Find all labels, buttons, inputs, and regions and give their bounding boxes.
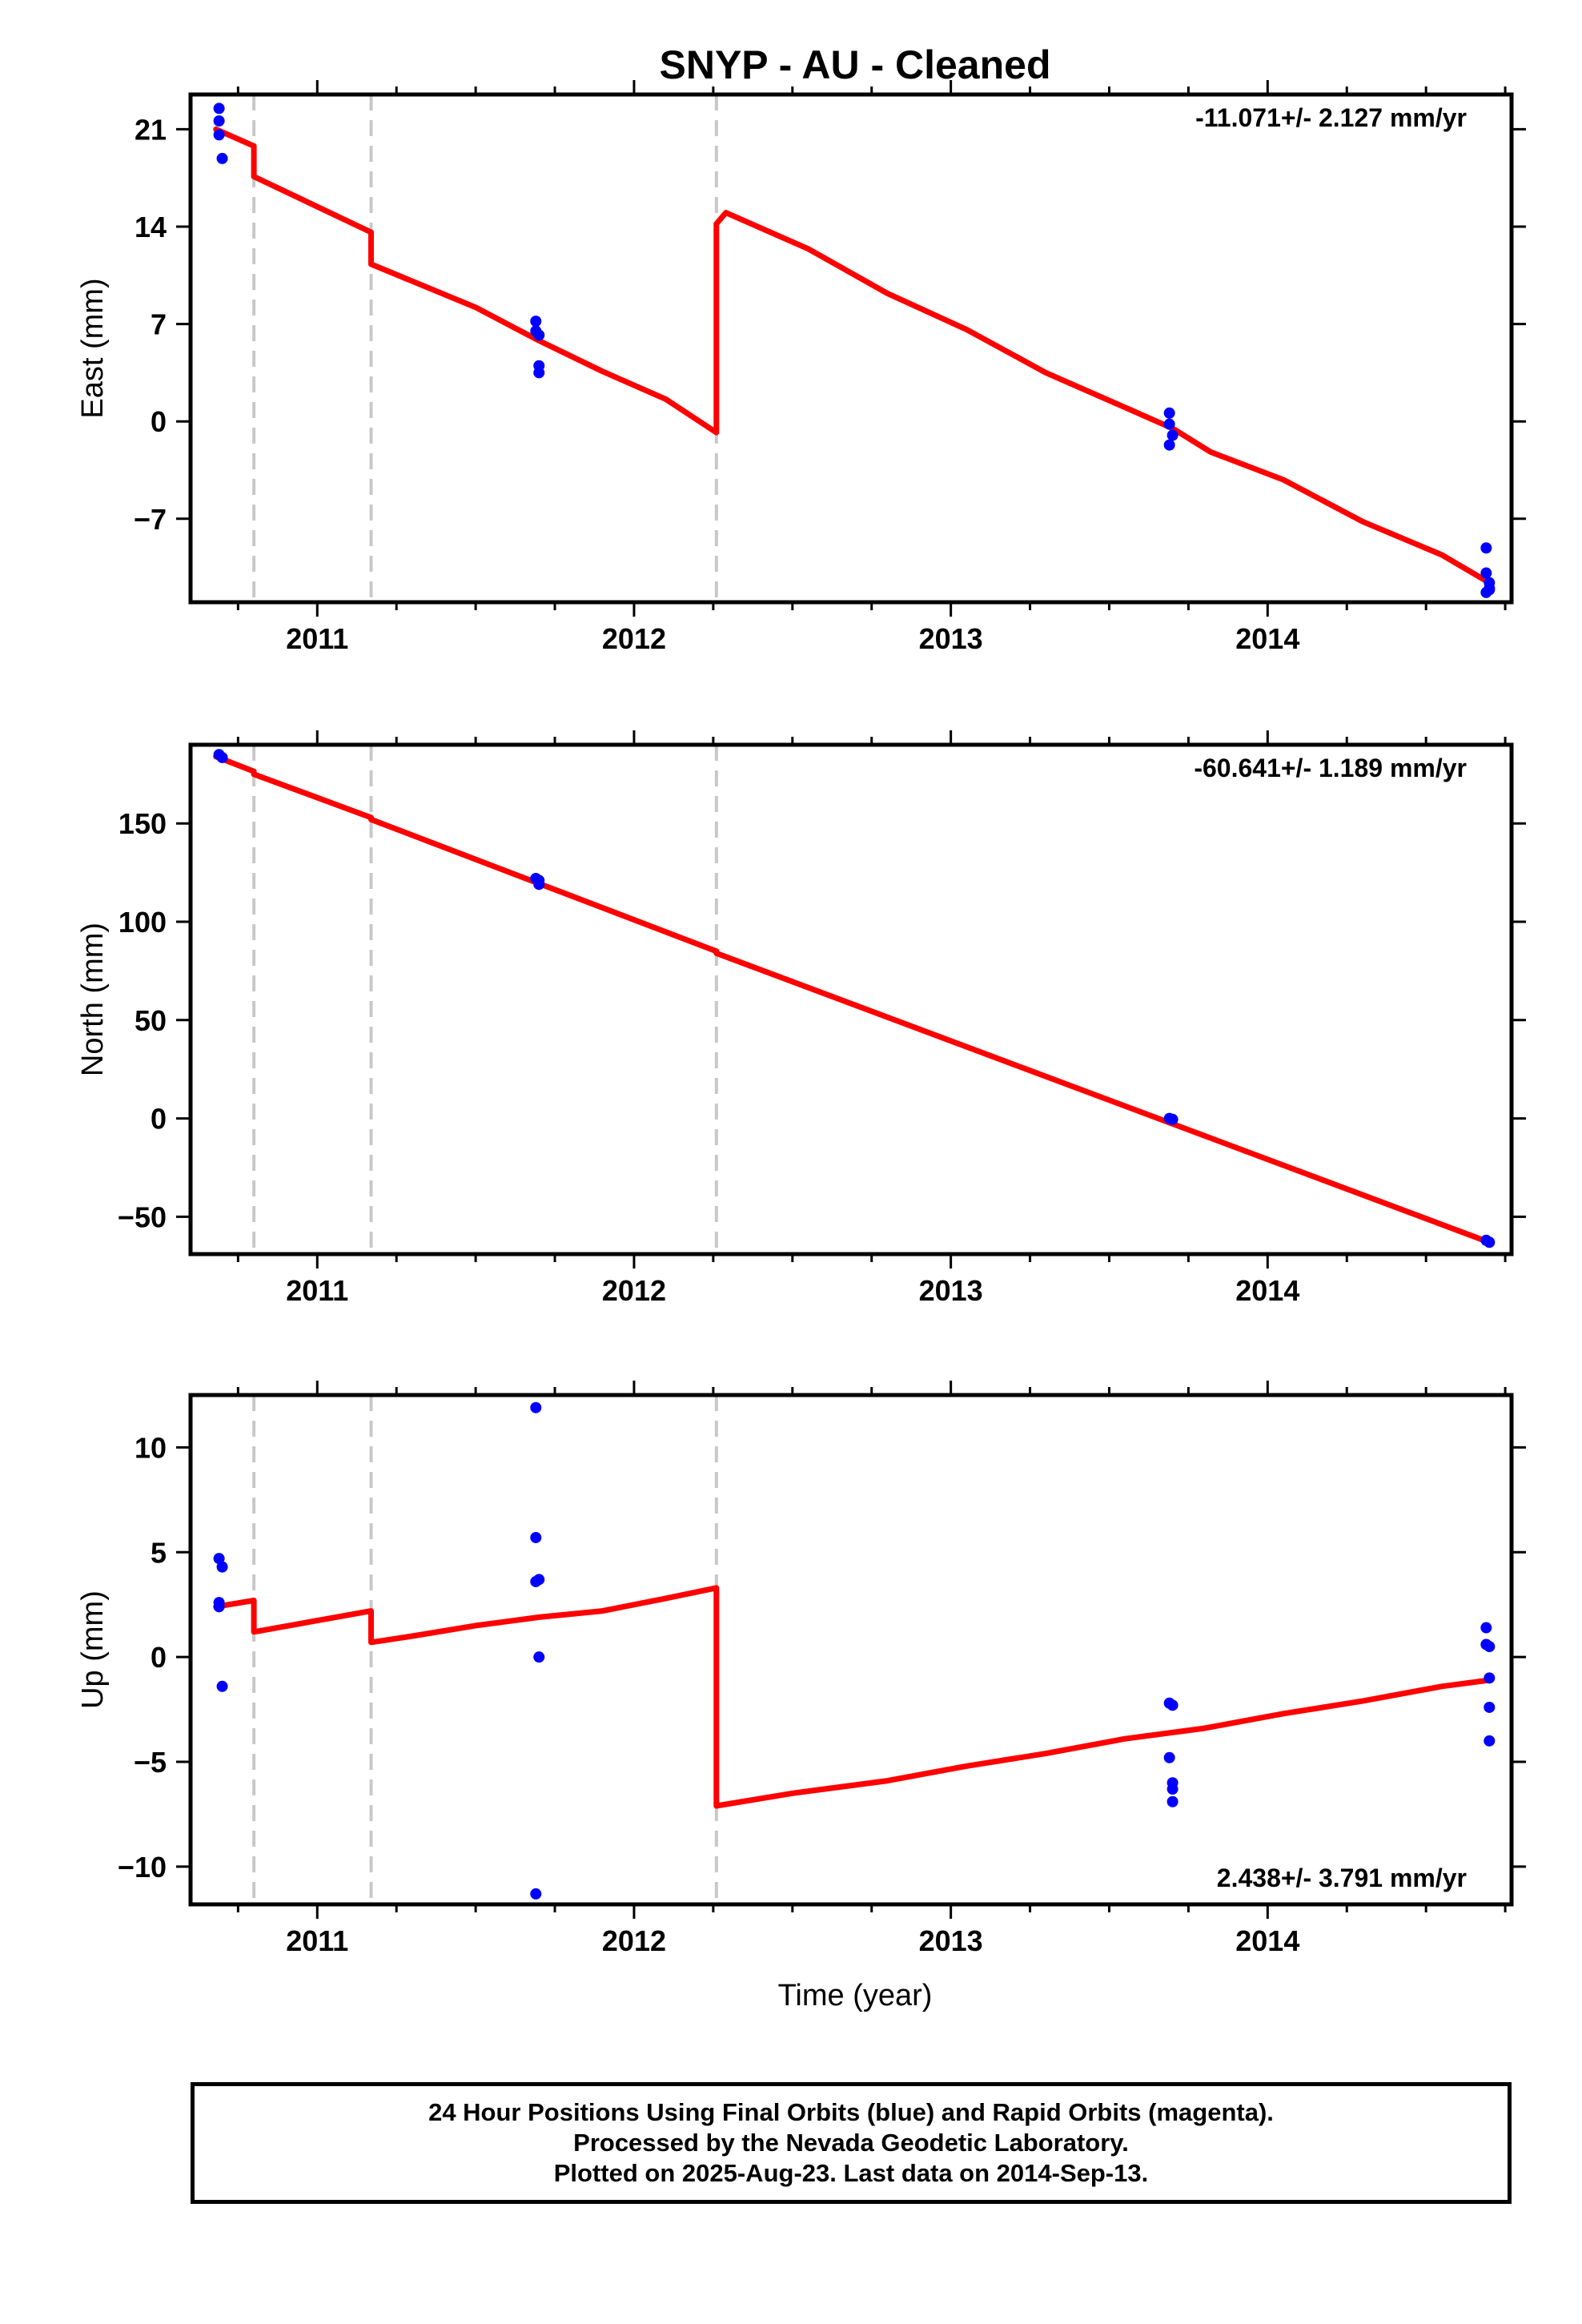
up-data-point <box>1484 1672 1496 1684</box>
processing-info-box: 24 Hour Positions Using Final Orbits (bl… <box>191 2082 1512 2204</box>
up-data-point <box>530 1575 542 1587</box>
up-data-point <box>1163 1751 1175 1763</box>
north-x-tick-label: 2014 <box>1235 1274 1299 1307</box>
up-panel: 2011 2012 2013 2014 10 5 0 −5 −10 Up (mm) 2.438+/-… <box>76 1381 1526 1957</box>
east-data-point <box>533 329 545 341</box>
up-x-tick-label: 2011 <box>286 1924 348 1957</box>
footer-plot-dates: Plotted on 2025-Aug-23. Last data on 201… <box>553 2159 1149 2187</box>
up-y-axis-title: Up (mm) <box>76 1590 110 1709</box>
up-x-tick-label: 2013 <box>919 1924 983 1957</box>
footer-orbits-note: 24 Hour Positions Using Final Orbits (bl… <box>428 2098 1274 2126</box>
east-model-line <box>213 126 1492 586</box>
up-data-point <box>533 1651 545 1663</box>
east-y-tick-label: 0 <box>151 405 167 438</box>
up-x-tick-label: 2012 <box>602 1924 666 1957</box>
north-panel: 2011 2012 2013 2014 150 100 50 0 −50 North (mm) -6… <box>76 730 1526 1307</box>
north-rate-label: -60.641+/- 1.189 mm/yr <box>1194 754 1467 782</box>
east-data-point <box>1480 542 1492 554</box>
up-y-tick-label: 5 <box>151 1536 167 1569</box>
up-data-point <box>530 1888 542 1900</box>
up-data-point <box>1480 1622 1492 1634</box>
north-x-tick-label: 2013 <box>919 1274 983 1307</box>
east-y-tick-label: 14 <box>135 211 167 243</box>
north-x-tick-label: 2012 <box>602 1274 666 1307</box>
north-model-line <box>213 754 1492 1245</box>
north-data-point <box>1166 1113 1178 1125</box>
east-data-point <box>533 367 545 379</box>
up-data-point <box>1166 1699 1178 1711</box>
east-data-point <box>1484 584 1496 596</box>
east-x-tick-label: 2014 <box>1235 622 1299 655</box>
north-y-tick-label: 0 <box>151 1103 167 1136</box>
up-data-point <box>1166 1795 1178 1807</box>
up-data-point <box>1166 1783 1178 1795</box>
up-data-point <box>530 1401 542 1413</box>
east-data-point <box>216 152 228 164</box>
east-data-point <box>213 129 225 141</box>
chart-title: SNYP - AU - Cleaned <box>660 42 1051 87</box>
up-y-tick-label: 0 <box>151 1641 167 1674</box>
east-panel: 2011 2012 2013 2014 21 14 7 0 −7 East (mm) -11.071… <box>76 80 1526 655</box>
up-x-tick-label: 2014 <box>1235 1924 1299 1957</box>
north-data-point <box>1484 1236 1496 1248</box>
up-data-point <box>1484 1735 1496 1747</box>
up-data-point <box>530 1531 542 1543</box>
east-data-point <box>1166 429 1178 441</box>
east-data-point <box>1163 439 1175 451</box>
footer-processed-by: Processed by the Nevada Geodetic Laborat… <box>573 2129 1129 2157</box>
north-y-tick-label: 50 <box>135 1004 167 1037</box>
east-data-point <box>213 103 225 115</box>
east-data-point <box>530 316 542 328</box>
north-y-tick-label: 100 <box>118 906 167 939</box>
north-plot-frame <box>188 742 1514 1256</box>
up-y-tick-label: 10 <box>135 1431 167 1464</box>
north-y-tick-label: −50 <box>118 1200 167 1233</box>
up-data-point <box>1484 1641 1496 1653</box>
east-y-tick-label: −7 <box>134 503 167 536</box>
east-data-point <box>1163 407 1175 419</box>
east-rate-label: -11.071+/- 2.127 mm/yr <box>1195 103 1467 132</box>
east-x-tick-label: 2013 <box>919 622 983 655</box>
east-data-point <box>213 115 225 127</box>
east-y-tick-label: 21 <box>135 113 167 146</box>
north-y-tick-label: 150 <box>118 807 167 840</box>
up-data-point <box>213 1601 225 1613</box>
east-y-tick-label: 7 <box>151 308 167 341</box>
east-x-tick-label: 2011 <box>286 622 348 655</box>
east-y-axis-title: East (mm) <box>76 278 110 418</box>
east-x-tick-label: 2012 <box>602 622 666 655</box>
east-data-point <box>1480 567 1492 579</box>
north-data-point <box>216 751 228 763</box>
east-data-point <box>1163 418 1175 430</box>
north-data-point <box>533 879 545 891</box>
x-axis-title: Time (year) <box>778 1979 933 2012</box>
up-data-point <box>216 1561 228 1573</box>
up-y-tick-label: −5 <box>134 1746 167 1779</box>
east-plot-frame <box>188 92 1514 605</box>
up-data-point <box>1484 1701 1496 1713</box>
up-data-point <box>216 1680 228 1692</box>
north-x-tick-label: 2011 <box>286 1274 348 1307</box>
up-plot-frame <box>188 1393 1514 1907</box>
up-y-tick-label: −10 <box>118 1851 167 1884</box>
up-rate-label: 2.438+/- 3.791 mm/yr <box>1217 1864 1467 1892</box>
up-model-line <box>213 1585 1492 1809</box>
north-y-axis-title: North (mm) <box>76 923 110 1076</box>
